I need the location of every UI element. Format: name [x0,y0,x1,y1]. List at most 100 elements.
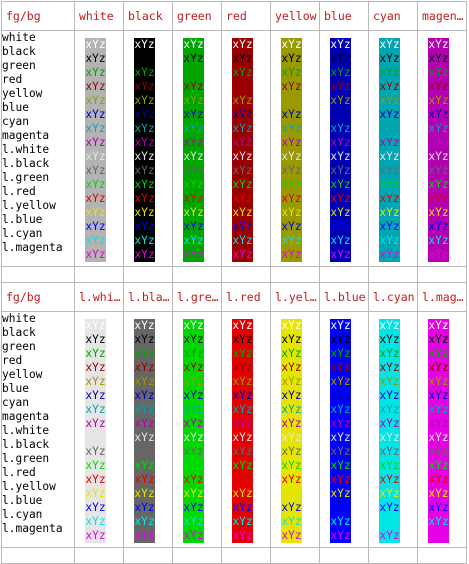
fg-name: red [2,354,23,367]
sample-text: xYz [232,361,253,374]
fg-name: green [2,340,36,353]
sample-text: xYz [134,333,155,346]
sample-text: xYz [379,431,400,444]
fg-name: l.black [2,157,50,170]
empty-cell [319,547,369,564]
sample-text: xYz [379,248,400,261]
swatch-strip: xYz xYz xYz xYz xYz xYz xYz xYz xYz xYz xYz xYz xYz x… [183,38,204,262]
sample-text: xYz [379,445,400,458]
column-header: l.red [221,282,271,312]
sample-text: xYz [85,108,106,121]
empty-cell [74,266,124,283]
empty-cell [123,266,173,283]
sample-text: xYz [134,403,155,416]
sample-text: xYz [85,248,106,261]
spacer-row [1,266,467,283]
sample-text: xYz [134,178,155,191]
column-header: white [74,1,124,31]
sample-text: xYz [85,501,106,514]
sample-text: xYz [183,150,204,163]
sample-text: xYz [183,248,204,261]
sample-text: xYz [330,122,351,135]
sample-text: xYz [85,361,106,374]
swatch-strip: xYz xYz xYz xYz xYz xYz xYz xYz xYz xYz xYz xYz xYz x… [330,319,351,543]
sample-text: xYz [134,375,155,388]
sample-text: xYz [330,234,351,247]
sample-text: xYz [379,375,400,388]
sample-text: xYz [281,459,302,472]
swatch-strip: xYz xYz xYz xYz xYz xYz xYz xYz xYz xYz xYz xYz xYz x… [281,38,302,262]
empty-cell [368,547,418,564]
swatch-strip: xYz xYz xYz xYz xYz xYz xYz xYz xYz xYz xYz xYz xYz x… [183,319,204,543]
fg-name: l.white [2,424,50,437]
column-header: black [123,1,173,31]
swatch-cell: xYz xYz xYz xYz xYz xYz xYz xYz xYz xYz xYz xYz xYz x… [270,30,320,267]
fg-name-list: white black green red yellow blue cyan magenta l… [1,30,75,267]
sample-text: xYz [232,66,253,79]
sample-text: xYz [428,515,449,528]
sample-text: xYz [379,417,400,430]
fg-name: l.cyan [2,508,43,521]
sample-text: xYz [428,445,449,458]
body-row: white black green red yellow blue cyan magenta l… [1,30,467,267]
empty-cell [172,547,222,564]
fg-name: l.green [2,452,50,465]
sample-text: xYz [134,66,155,79]
sample-text: xYz [183,333,204,346]
sample-text: xYz [85,52,106,65]
color-table-normal: fg/bg white black green red yellow blue cyan mag… [1,1,467,283]
fg-name: l.white [2,143,50,156]
sample-text: xYz [428,417,449,430]
sample-text: xYz [85,319,106,332]
sample-text: xYz [428,38,449,51]
fg-name: yellow [2,368,43,381]
sample-text: xYz [85,347,106,360]
sample-text: xYz [428,52,449,65]
body-row: white black green red yellow blue cyan magenta l… [1,311,467,548]
sample-text: xYz [85,80,106,93]
sample-text: xYz [379,80,400,93]
sample-text: xYz [232,108,253,121]
corner-header: fg/bg [1,1,75,31]
sample-text: xYz [183,220,204,233]
sample-text: xYz [379,529,400,542]
sample-text: xYz [232,80,253,93]
sample-text: xYz [232,52,253,65]
column-header: l.mag… [417,282,467,312]
sample-text: xYz [330,529,351,542]
sample-text: xYz [232,38,253,51]
sample-text: xYz [85,515,106,528]
empty-cell [270,266,320,283]
sample-text: xYz [183,164,204,177]
swatch-strip: xYz xYz xYz xYz xYz xYz xYz xYz xYz xYz xYz xYz xYz x… [379,38,400,262]
swatch-strip: xYz xYz xYz xYz xYz xYz xYz xYz xYz xYz xYz xYz xYz x… [85,319,106,543]
sample-text: xYz [281,206,302,219]
sample-text: xYz [134,80,155,93]
sample-text: xYz [281,347,302,360]
sample-text: xYz [330,80,351,93]
sample-text: xYz [232,375,253,388]
header-row: fg/bg white black green red yellow blue cyan mag… [1,1,467,31]
sample-text: xYz [330,94,351,107]
fg-name: green [2,59,36,72]
empty-cell [123,547,173,564]
fg-name: magenta [2,129,50,142]
sample-text: xYz [330,501,351,514]
swatch-strip: xYz xYz xYz xYz xYz xYz xYz xYz xYz xYz xYz xYz xYz x… [330,38,351,262]
sample-text: xYz [379,333,400,346]
sample-text: xYz [183,122,204,135]
sample-text: xYz [281,389,302,402]
sample-text: xYz [85,431,106,444]
fg-name: l.black [2,438,50,451]
swatch-strip: xYz xYz xYz xYz xYz xYz xYz xYz xYz xYz xYz xYz xYz x… [428,38,449,262]
sample-text: xYz [379,164,400,177]
sample-text: xYz [379,178,400,191]
sample-text: xYz [281,234,302,247]
sample-text: xYz [428,375,449,388]
sample-text: xYz [428,319,449,332]
sample-text: xYz [330,459,351,472]
sample-text: xYz [428,389,449,402]
sample-text: xYz [232,234,253,247]
sample-text: xYz [330,333,351,346]
sample-text: xYz [428,403,449,416]
